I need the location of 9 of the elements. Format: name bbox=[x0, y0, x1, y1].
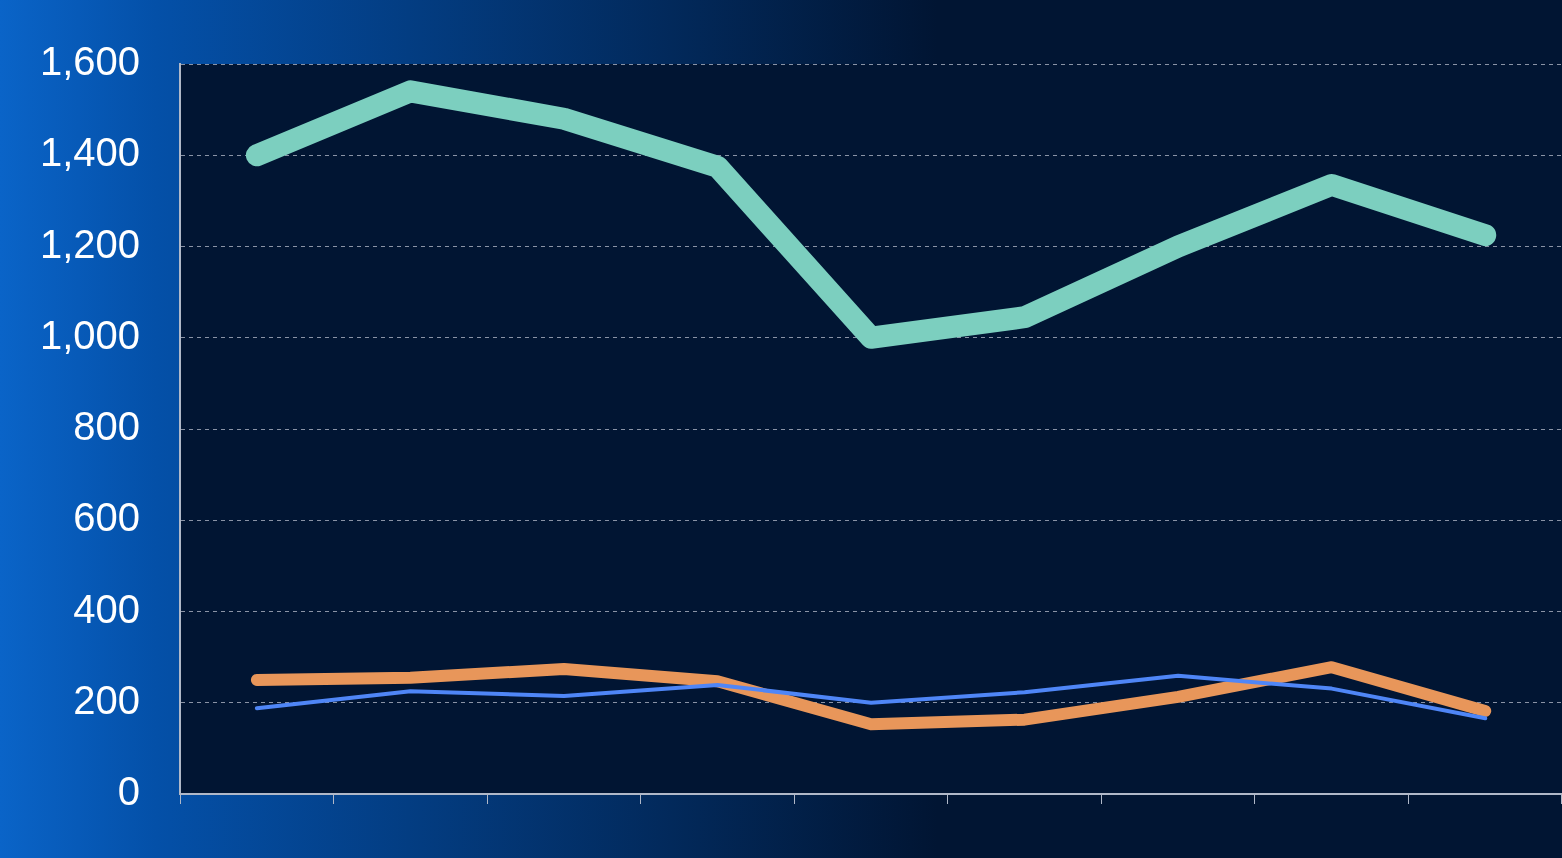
y-tick-label: 200 bbox=[73, 677, 141, 722]
y-tick-label: 400 bbox=[73, 586, 141, 631]
y-tick-label: 800 bbox=[73, 404, 141, 449]
y-tick-label: 1,400 bbox=[39, 130, 141, 175]
y-tick-label: 1,000 bbox=[39, 312, 141, 357]
y-tick-label: 0 bbox=[117, 769, 141, 814]
y-tick-label: 600 bbox=[73, 495, 141, 540]
y-tick-label: 1,600 bbox=[39, 39, 141, 84]
y-tick-label: 1,200 bbox=[39, 221, 141, 266]
